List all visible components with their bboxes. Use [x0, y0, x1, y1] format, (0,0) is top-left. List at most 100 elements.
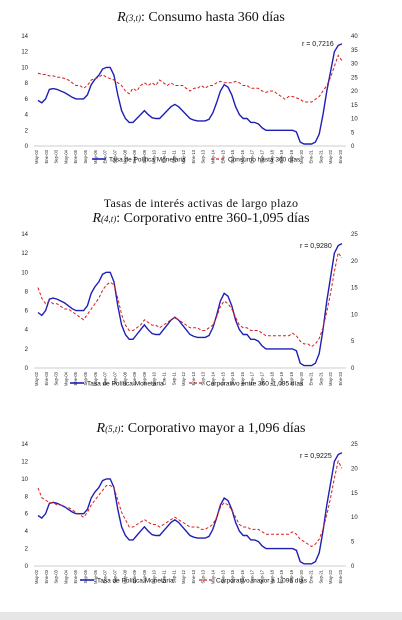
x-axis-tick-label: Ene-03: [44, 371, 49, 385]
x-axis-tick-label: May-20: [299, 569, 304, 584]
section-heading: Tasas de interés activas de largo plazo: [103, 196, 299, 210]
correlation-label: r = 0,9280: [300, 243, 332, 250]
x-axis-tick-label: Sep-21: [318, 149, 323, 163]
right-axis-tick-label: 10: [351, 312, 358, 318]
x-axis-tick-label: Sep-11: [171, 371, 176, 385]
x-axis-tick-label: May-04: [63, 149, 68, 164]
left-axis-tick-label: 12: [21, 459, 28, 465]
x-axis-tick-label: May-08: [122, 371, 127, 386]
x-axis-tick-label: Ene-11: [161, 569, 166, 583]
x-axis-tick-label: Sep-13: [201, 569, 206, 583]
right-axis-tick-label: 30: [351, 62, 358, 68]
x-axis-tick-label: May-14: [211, 371, 216, 386]
x-axis-tick-label: Sep-11: [171, 149, 176, 163]
x-axis-tick-label: May-04: [63, 371, 68, 386]
x-axis-tick-label: Sep-07: [112, 371, 117, 385]
x-axis-tick-label: Sep-17: [260, 569, 265, 583]
left-axis-tick-label: 2: [25, 347, 29, 353]
x-axis-tick-label: May-20: [299, 371, 304, 386]
x-axis-tick-label: Sep-05: [83, 569, 88, 583]
x-axis-tick-label: Ene-19: [279, 149, 284, 163]
x-axis-tick-label: Sep-09: [142, 569, 147, 583]
left-axis-tick-label: 6: [25, 97, 29, 103]
x-axis-tick-label: May-18: [269, 371, 274, 386]
x-axis-tick-label: Sep-09: [142, 149, 147, 163]
x-axis-tick-label: Ene-05: [73, 149, 78, 163]
x-axis-tick-label: Ene-17: [250, 149, 255, 163]
chart-1: 0 2 4 6 8 10 12 14 0 5 10 15 20 25 30 35 40 May-02 Ene-03 S…: [21, 34, 358, 164]
left-axis-tick-label: 14: [21, 232, 28, 238]
chart-3-title-text: Corporativo mayor a 1,096 días: [127, 421, 306, 436]
x-axis-tick-label: May-14: [211, 569, 216, 584]
left-axis-tick-label: 6: [25, 309, 29, 315]
x-axis-tick-label: Ene-11: [161, 371, 166, 385]
x-axis-tick-label: May-02: [34, 149, 39, 164]
x-axis-tick-label: Ene-15: [220, 569, 225, 583]
chart-1-title-text: Consumo hasta 360 días: [148, 10, 285, 25]
left-axis-tick-label: 4: [25, 328, 29, 334]
x-axis-tick-label: May-06: [93, 371, 98, 386]
x-axis-tick-label: May-12: [181, 569, 186, 584]
x-axis-tick-label: Sep-05: [83, 149, 88, 163]
x-axis-tick-label: Ene-23: [338, 149, 343, 163]
x-axis-tick-label: Ene-09: [132, 149, 137, 163]
right-axis-tick-label: 10: [351, 117, 358, 123]
x-axis-tick-label: May-16: [240, 149, 245, 164]
x-axis-tick-label: May-14: [211, 149, 216, 164]
x-axis-tick-label: Ene-05: [73, 569, 78, 583]
right-axis-tick-label: 10: [351, 515, 358, 521]
x-axis-tick-label: May-12: [181, 149, 186, 164]
x-axis-tick-label: Ene-07: [103, 569, 108, 583]
x-axis-tick-label: Sep-03: [54, 569, 59, 583]
x-axis-tick-label: Sep-21: [318, 569, 323, 583]
chart-3-title-symbol: R: [96, 421, 106, 436]
x-axis-tick-label: Sep-19: [289, 149, 294, 163]
x-axis-tick-label: May-10: [152, 371, 157, 386]
correlation-label: r = 0,7216: [302, 41, 334, 48]
x-axis-tick-label: May-04: [63, 569, 68, 584]
x-axis-tick-label: Ene-23: [338, 371, 343, 385]
series-line-policy-rate: [37, 242, 343, 367]
x-axis-tick-label: Sep-03: [54, 371, 59, 385]
x-axis-tick-label: May-12: [181, 371, 186, 386]
left-axis-tick-label: 2: [25, 547, 29, 553]
left-axis-tick-label: 10: [21, 65, 28, 71]
left-axis-tick-label: 2: [25, 128, 29, 134]
chart-1-title: R(3,t): Consumo hasta 360 días: [117, 10, 285, 25]
x-axis-tick-label: Sep-19: [289, 569, 294, 583]
x-axis-tick-label: Sep-07: [112, 569, 117, 583]
x-axis-tick-label: Sep-17: [260, 371, 265, 385]
chart-2-title-text: Corporativo entre 360-1,095 días: [123, 211, 310, 226]
right-axis-tick-label: 5: [351, 540, 355, 546]
right-axis-tick-label: 20: [351, 259, 358, 265]
right-axis-tick-label: 0: [351, 366, 355, 372]
x-axis-tick-label: Sep-03: [54, 149, 59, 163]
series-line-policy-rate: [37, 452, 343, 565]
right-axis-tick-label: 25: [351, 232, 358, 238]
chart-2: 0 2 4 6 8 10 12 14 0 5 10 15 20 25 May-02 Ene-03 Sep-03 M…: [21, 232, 358, 387]
left-axis-tick-label: 10: [21, 270, 28, 276]
right-axis-tick-label: 15: [351, 491, 358, 497]
left-axis-tick-label: 10: [21, 477, 28, 483]
x-axis-tick-label: May-06: [93, 569, 98, 584]
x-axis-tick-label: May-06: [93, 149, 98, 164]
chart-3: 0 2 4 6 8 10 12 14 0 5 10 15 20 25 May-02 Ene-03 Sep-03 M…: [21, 442, 358, 584]
x-axis-tick-label: Sep-17: [260, 149, 265, 163]
legend-label-lending-rate: Consumo hasta 360 días: [228, 156, 301, 163]
x-axis-tick-label: Sep-05: [83, 371, 88, 385]
x-axis-tick-label: Sep-15: [230, 569, 235, 583]
x-axis-tick-label: May-20: [299, 149, 304, 164]
chart-2-title: R(4,t): Corporativo entre 360-1,095 días: [92, 211, 310, 226]
left-axis-tick-label: 6: [25, 512, 29, 518]
x-axis-tick-label: May-22: [328, 371, 333, 386]
chart-2-title-symbol: R: [92, 211, 102, 226]
x-axis-tick-label: May-22: [328, 569, 333, 584]
x-axis-tick-label: Ene-03: [44, 149, 49, 163]
x-axis-tick-label: May-16: [240, 569, 245, 584]
right-axis-tick-label: 20: [351, 466, 358, 472]
x-axis-tick-label: May-02: [34, 569, 39, 584]
x-axis-tick-label: Sep-21: [318, 371, 323, 385]
x-axis-tick-label: Sep-07: [112, 149, 117, 163]
right-axis-tick-label: 15: [351, 286, 358, 292]
left-axis-tick-label: 14: [21, 34, 28, 40]
